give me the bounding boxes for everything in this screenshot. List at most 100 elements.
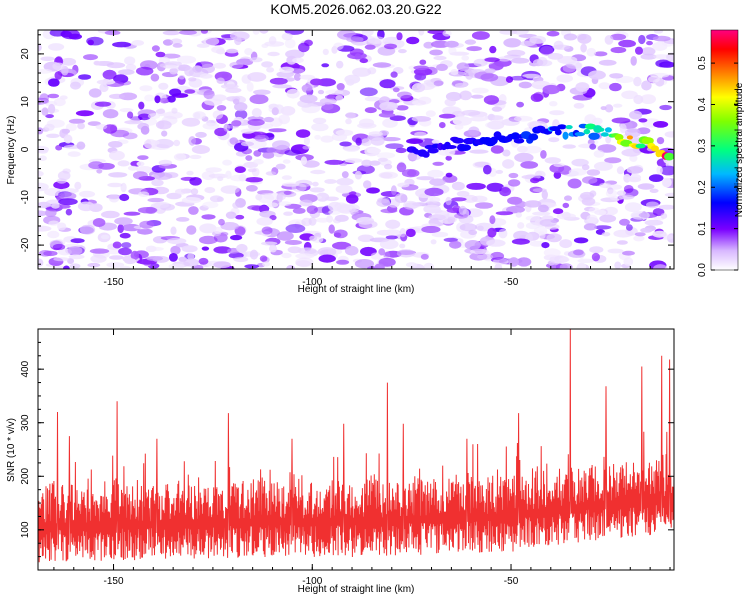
noise-blob [38,44,42,52]
noise-blob [359,58,368,64]
noise-blob [213,62,227,69]
noise-blob [199,235,218,245]
noise-blob [87,262,101,268]
noise-blob [583,223,597,231]
noise-blob [306,205,318,214]
noise-blob [451,181,465,191]
noise-blob [68,118,86,124]
noise-blob [593,51,608,57]
noise-blob [474,202,494,209]
noise-blob [191,145,210,154]
noise-blob [68,33,83,40]
noise-blob [48,103,56,114]
chart-title: KOM5.2026.062.03.20.G22 [270,1,441,17]
signal-blob [445,145,457,149]
noise-blob [186,170,194,176]
noise-blob [263,116,275,123]
noise-blob [119,193,130,202]
noise-blob [454,83,468,88]
noise-blob [471,94,484,99]
noise-blob [222,159,233,166]
noise-blob [124,258,137,265]
noise-blob [216,77,225,84]
noise-blob [502,149,511,157]
noise-blob [468,126,480,136]
noise-blob [336,60,344,69]
noise-blob [366,147,381,154]
noise-blob [229,31,250,41]
noise-blob [347,52,367,60]
noise-blob [593,150,605,158]
noise-blob [382,118,398,128]
spectrogram-panel: -150 -100 -50 20 10 0 -10 -20 Height of straigh… [6,29,675,295]
noise-blob [137,207,158,214]
noise-blob [582,176,598,184]
noise-blob [70,238,85,244]
noise-blob [390,185,397,196]
noise-blob [484,114,504,121]
noise-blob [227,247,240,254]
noise-blob [204,98,223,106]
signal-blob [427,147,439,154]
noise-blob [167,95,176,103]
noise-blob [38,127,44,135]
noise-blob [405,228,416,238]
noise-blob [363,180,372,189]
noise-blob [652,35,671,42]
snr-panel: -150 -100 -50 100 200 300 400 Height of straig… [6,328,675,595]
noise-blob [77,201,95,212]
noise-blob [150,202,170,209]
noise-blob [52,243,66,251]
noise-blob [68,254,85,260]
noise-blob [405,262,418,268]
noise-blob [466,46,483,52]
signal-blob [650,145,659,152]
noise-blob [445,196,452,206]
spectrogram-x-tick-label: -150 [104,277,124,288]
noise-blob [610,46,627,54]
noise-blob [604,35,614,45]
noise-blob [348,191,357,196]
noise-blob [282,159,291,164]
noise-blob [452,116,472,126]
noise-blob [57,170,71,181]
noise-blob [231,120,242,127]
noise-blob [652,41,668,52]
colorbar-label: Normalized spectral amplitude [734,82,745,217]
noise-blob [567,178,582,189]
noise-blob [664,192,674,197]
noise-blob [471,31,490,40]
noise-blob [209,195,223,203]
noise-blob [204,187,216,194]
noise-blob [137,228,153,235]
noise-blob [364,107,377,114]
noise-blob [202,122,220,130]
noise-blob [486,239,506,247]
noise-blob [464,240,481,250]
noise-blob [559,263,573,269]
noise-blob [38,170,44,177]
noise-blob [245,177,263,183]
noise-blob [93,60,101,66]
noise-blob [102,69,117,80]
noise-blob [659,104,672,111]
noise-blob [106,62,126,69]
noise-blob [192,65,203,73]
noise-blob [144,94,155,102]
noise-blob [656,165,663,175]
noise-blob [518,81,532,89]
noise-blob [247,72,267,82]
noise-blob [469,149,489,154]
noise-blob [577,258,595,263]
noise-blob [374,263,385,269]
noise-blob [588,207,600,213]
noise-blob [547,53,564,60]
noise-blob [312,181,319,187]
noise-blob [597,144,617,153]
noise-blob [127,165,138,171]
noise-blob [598,82,611,90]
noise-blob [573,237,589,244]
noise-blob [586,214,598,224]
noise-blob [653,264,668,269]
noise-blob [368,131,383,137]
